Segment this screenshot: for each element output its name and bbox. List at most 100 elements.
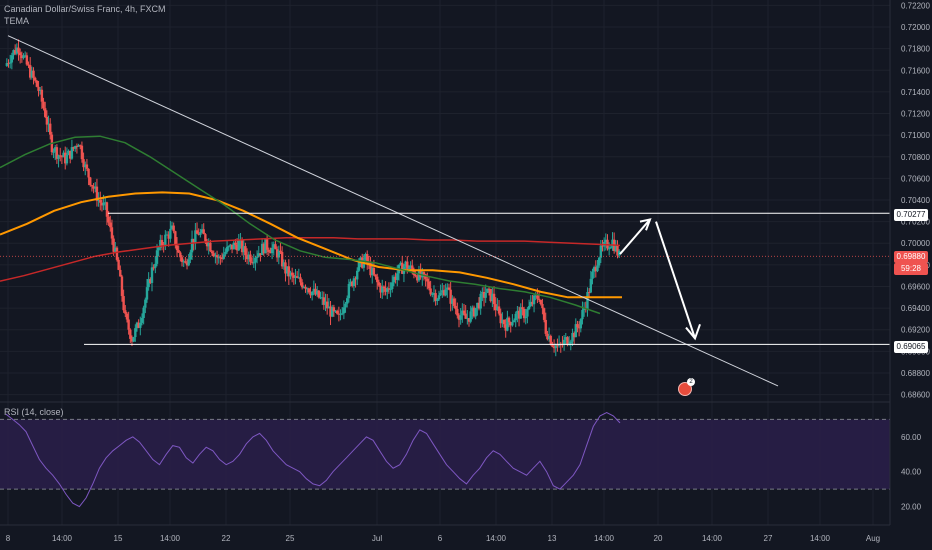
candle-body bbox=[384, 288, 387, 292]
candle-body bbox=[240, 239, 244, 253]
candle-body bbox=[432, 293, 436, 295]
candle-body bbox=[544, 319, 547, 334]
candle-body bbox=[190, 238, 194, 253]
candle-body bbox=[349, 281, 352, 284]
candle-body bbox=[77, 145, 80, 147]
candle-body bbox=[280, 252, 284, 267]
price-axis[interactable]: 0.72200 0.72000 0.71800 0.71600 0.71400 0.712… bbox=[889, 0, 930, 525]
candle-body bbox=[269, 251, 272, 254]
candle-body bbox=[272, 244, 275, 248]
price-tick-label: 0.70800 bbox=[901, 153, 930, 162]
candle-body bbox=[467, 318, 471, 322]
candle-body bbox=[127, 319, 130, 330]
candle-body bbox=[597, 257, 601, 266]
candle-body bbox=[309, 292, 312, 296]
candle-body bbox=[599, 245, 603, 258]
candle-body bbox=[120, 276, 124, 297]
candle-body bbox=[372, 267, 376, 275]
candle-body bbox=[364, 254, 367, 260]
candle-body bbox=[33, 77, 37, 81]
time-axis[interactable]: 8 14:00 15 14:00 22 25 Jul 6 14:00 13 14:00 20 14:00… bbox=[0, 524, 890, 543]
time-tick-label: 14:00 bbox=[160, 534, 181, 543]
price-tick-label: 0.71800 bbox=[901, 45, 930, 54]
candle-body bbox=[614, 245, 618, 252]
candle-body bbox=[496, 306, 499, 311]
candle-body bbox=[532, 295, 536, 305]
candle-body bbox=[509, 322, 512, 326]
candle-body bbox=[606, 239, 609, 249]
candle-body bbox=[346, 298, 349, 304]
candle-body bbox=[140, 318, 144, 323]
candle-body bbox=[582, 308, 586, 310]
candle-body bbox=[74, 146, 77, 149]
candle-body bbox=[252, 262, 255, 264]
candle-body bbox=[122, 296, 125, 311]
candle-body bbox=[325, 301, 329, 309]
candle-body bbox=[442, 290, 446, 296]
candle-body bbox=[431, 293, 434, 295]
candle-body bbox=[617, 250, 621, 256]
candle-body bbox=[257, 253, 260, 257]
moving-averages bbox=[0, 135, 622, 315]
candle-body bbox=[447, 287, 451, 290]
candle-body bbox=[315, 290, 319, 295]
candle-body bbox=[57, 155, 60, 159]
candle-body bbox=[616, 245, 619, 256]
resistance-price-label: 0.70277 bbox=[894, 209, 928, 221]
alert-badge-icon[interactable]: 2 bbox=[678, 378, 695, 396]
price-tick-label: 0.71600 bbox=[901, 66, 930, 75]
candle-body bbox=[356, 270, 359, 280]
annotations bbox=[0, 35, 890, 387]
candle-body bbox=[319, 297, 322, 299]
time-tick-label: Jul bbox=[372, 534, 382, 543]
price-tick-label: 0.69200 bbox=[901, 326, 930, 335]
candle-body bbox=[344, 303, 347, 308]
candle-body bbox=[7, 63, 10, 65]
candle-body bbox=[307, 288, 311, 293]
candle-body bbox=[259, 253, 262, 256]
candle-body bbox=[466, 318, 469, 320]
candle-body bbox=[417, 269, 421, 281]
candle-body bbox=[591, 271, 594, 279]
price-tick-label: 0.71400 bbox=[901, 88, 930, 97]
candle-body bbox=[32, 70, 35, 78]
price-tick-label: 0.68600 bbox=[901, 391, 930, 400]
candle-body bbox=[441, 290, 444, 293]
time-tick-label: 27 bbox=[764, 534, 773, 543]
candle-body bbox=[229, 244, 232, 247]
ma-line-2 bbox=[0, 191, 622, 299]
candle-body bbox=[49, 123, 52, 135]
candle-body bbox=[472, 307, 476, 317]
candle-body bbox=[145, 287, 149, 300]
candle-body bbox=[164, 234, 167, 246]
candle-body bbox=[479, 293, 482, 309]
candle-body bbox=[234, 242, 237, 245]
candle-body bbox=[376, 276, 379, 283]
candle-body bbox=[212, 253, 215, 257]
candle-body bbox=[572, 333, 576, 338]
candle-body bbox=[537, 298, 541, 300]
candle-body bbox=[210, 251, 214, 254]
candle-body bbox=[102, 202, 105, 206]
candle-body bbox=[254, 257, 257, 263]
time-tick-label: 14:00 bbox=[52, 534, 73, 543]
candle-body bbox=[297, 277, 301, 279]
current-price-label: 0.69880 bbox=[894, 251, 928, 263]
candle-body bbox=[25, 55, 29, 65]
candle-body bbox=[386, 288, 389, 292]
candle-body bbox=[589, 278, 593, 293]
candle-body bbox=[536, 295, 539, 299]
candle-body bbox=[85, 164, 89, 169]
candle-body bbox=[569, 341, 572, 344]
candle-body bbox=[119, 269, 122, 277]
candle-body bbox=[492, 293, 496, 305]
candle-body bbox=[439, 292, 442, 296]
candle-body bbox=[387, 288, 391, 290]
candle-body bbox=[522, 308, 526, 319]
candle-body bbox=[327, 306, 331, 309]
candle-body bbox=[401, 262, 404, 274]
candle-body bbox=[592, 267, 596, 272]
candle-body bbox=[222, 254, 225, 259]
candle-body bbox=[427, 281, 431, 289]
